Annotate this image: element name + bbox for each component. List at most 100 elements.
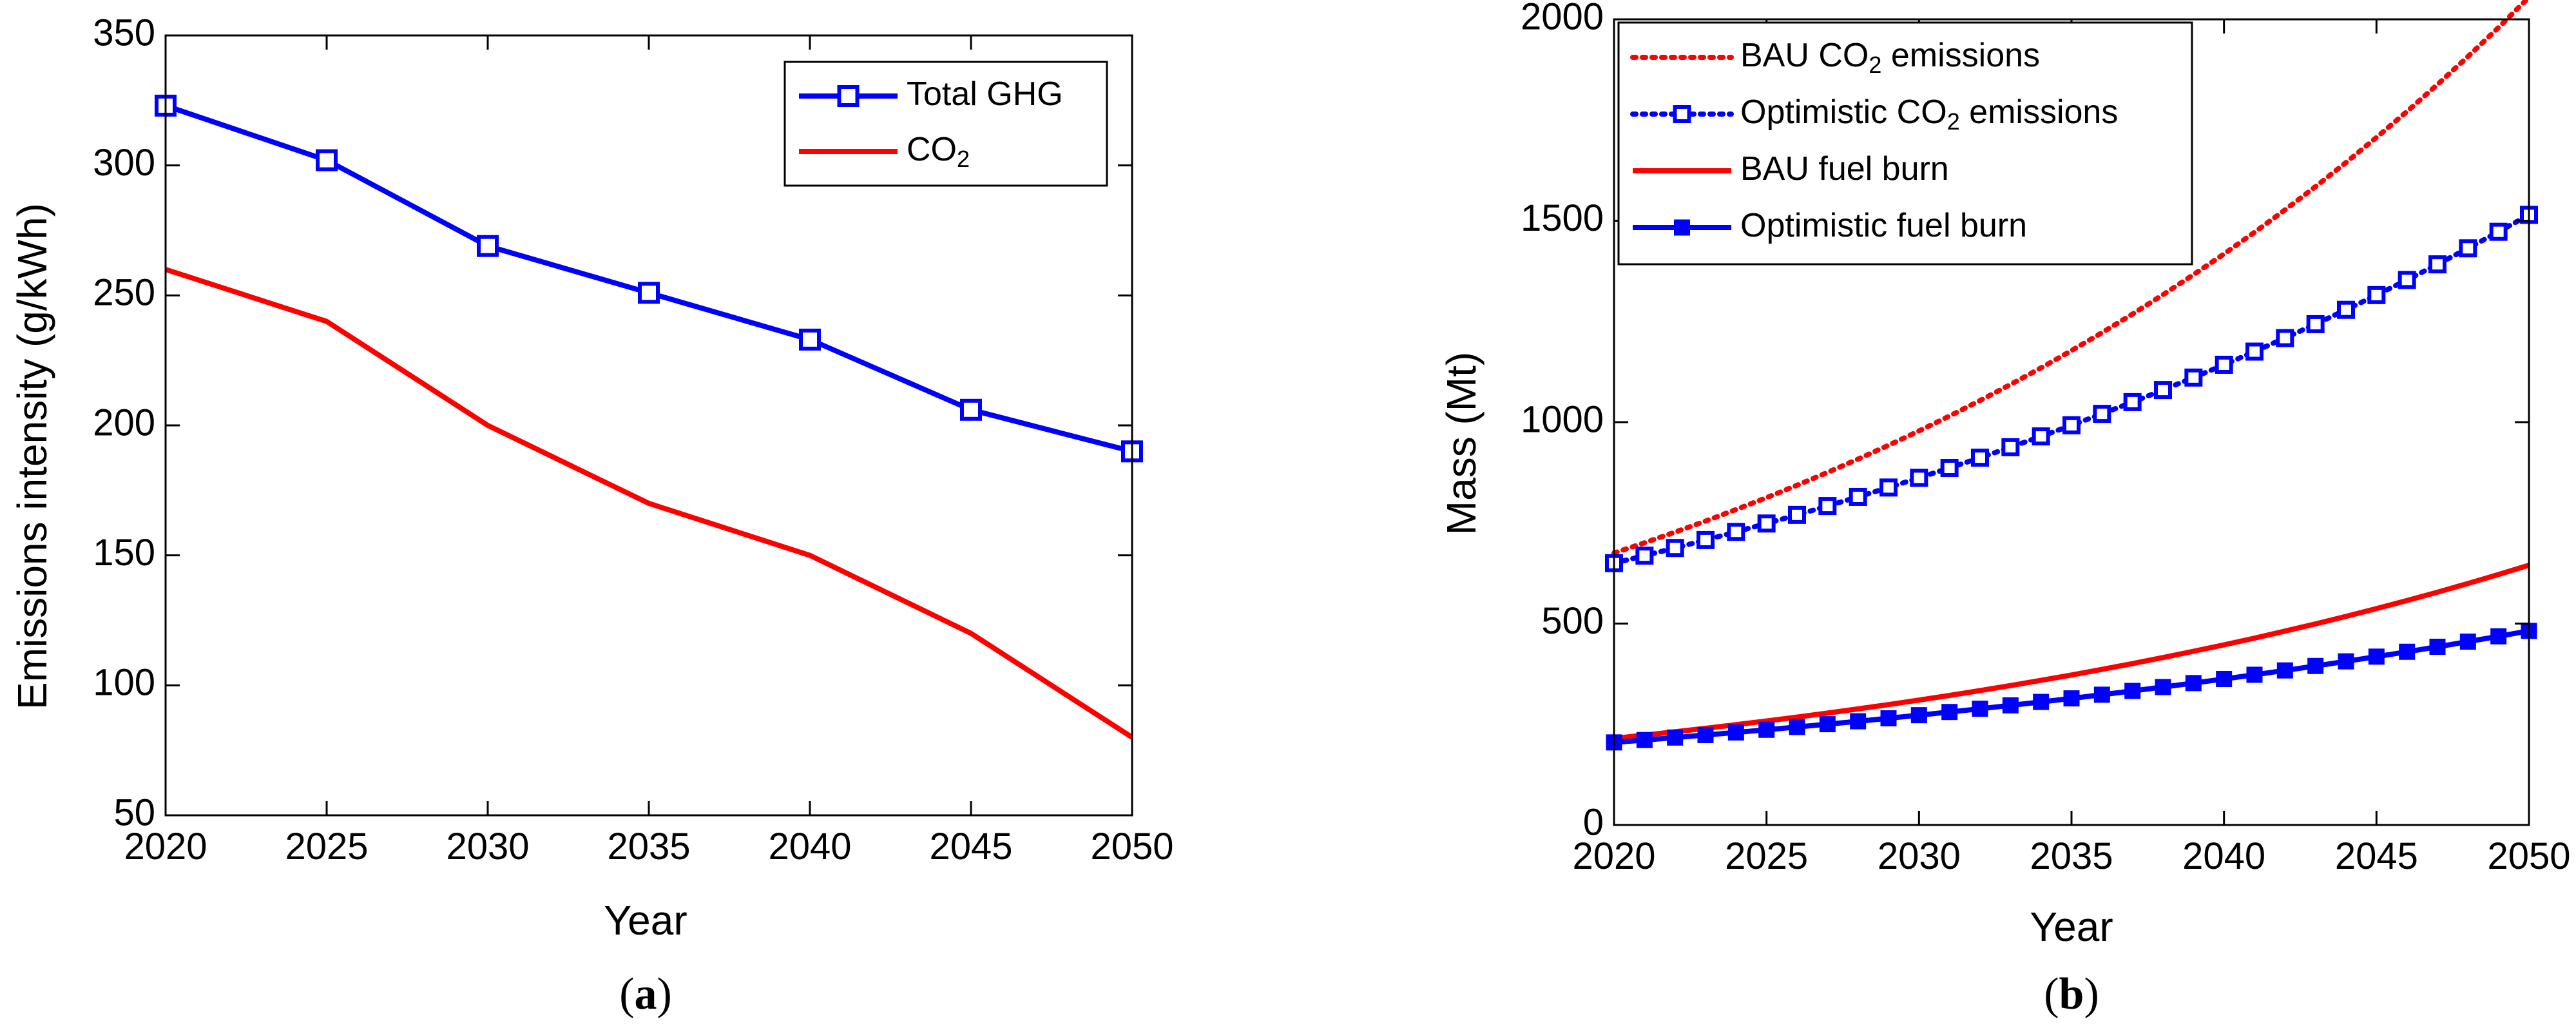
data-point-3-12 <box>1972 701 1988 717</box>
series-line-2 <box>1613 563 2530 741</box>
legend-label-suffix: emissions <box>1960 93 2119 131</box>
panel-b-label-letter: b <box>2059 969 2084 1019</box>
legend-marker-1 <box>1673 105 1691 123</box>
data-point-3-19 <box>2185 675 2202 692</box>
series-line-0 <box>1611 0 2530 556</box>
data-point-0-3 <box>638 282 660 304</box>
data-point-3-22 <box>2276 662 2293 679</box>
data-point-3-9 <box>1880 710 1897 726</box>
data-point-1-6 <box>1788 505 1806 524</box>
data-point-1-20 <box>2215 355 2233 374</box>
legend-label-main: BAU CO <box>1740 37 1869 74</box>
data-point-3-28 <box>2459 633 2476 650</box>
data-point-3-23 <box>2307 657 2324 674</box>
legend-label-0: BAU CO2 emissions <box>1740 37 2040 78</box>
x-tick-label: 2050 <box>1090 826 1173 868</box>
legend-marker-0 <box>837 85 860 107</box>
x-tick-label: 2050 <box>2487 835 2570 877</box>
panel-b-xlabel: Year <box>2030 904 2113 950</box>
y-tick-label: 300 <box>93 142 155 184</box>
data-point-3-4 <box>1727 724 1744 741</box>
data-point-3-1 <box>1636 732 1653 748</box>
data-point-1-23 <box>2306 315 2325 333</box>
data-point-1-27 <box>2428 255 2446 274</box>
data-point-3-17 <box>2124 683 2141 699</box>
x-tick-label: 2020 <box>1572 835 1655 877</box>
data-point-0-5 <box>960 398 982 421</box>
data-point-3-20 <box>2216 670 2233 687</box>
x-tick-label: 2020 <box>124 826 207 868</box>
data-point-1-3 <box>1697 530 1715 549</box>
x-tick-label: 2030 <box>446 826 529 868</box>
data-point-1-26 <box>2398 271 2416 289</box>
data-point-1-12 <box>1971 449 1989 467</box>
data-point-1-21 <box>2245 342 2264 361</box>
legend-label-2: BAU fuel burn <box>1740 150 1949 188</box>
legend-label-suffix: emissions <box>1881 37 2040 74</box>
panel-a-ylabel: Emissions intensity (g/kWh) <box>9 203 55 710</box>
data-point-1-25 <box>2367 286 2386 304</box>
panel-a-xlabel: Year <box>604 897 687 944</box>
data-point-3-11 <box>1941 704 1958 721</box>
panel-a-label-letter: a <box>635 969 657 1019</box>
y-tick-label: 0 <box>1583 801 1604 843</box>
data-point-1-5 <box>1757 514 1776 533</box>
data-point-3-7 <box>1819 716 1836 733</box>
data-point-1-24 <box>2337 300 2355 319</box>
x-tick-label: 2040 <box>768 826 851 868</box>
data-point-3-27 <box>2429 638 2446 655</box>
data-point-3-10 <box>1910 707 1927 724</box>
legend-label-main: BAU fuel burn <box>1740 150 1949 188</box>
data-point-1-10 <box>1910 469 1928 487</box>
series-line-1 <box>1611 212 2532 566</box>
legend-box <box>1617 21 2193 266</box>
data-point-0-1 <box>316 149 338 171</box>
legend-label-subscript: 2 <box>1947 108 1960 135</box>
data-point-1-29 <box>2489 222 2508 241</box>
x-tick-label: 2045 <box>2335 835 2418 877</box>
data-point-3-18 <box>2155 679 2171 695</box>
legend-label-main: Total GHG <box>907 75 1063 113</box>
legend-label-0: Total GHG <box>907 75 1063 113</box>
data-point-3-5 <box>1758 721 1775 738</box>
x-tick-label: 2030 <box>1878 835 1961 877</box>
y-tick-label: 500 <box>1541 600 1604 642</box>
data-point-3-8 <box>1850 713 1867 730</box>
data-point-1-11 <box>1940 459 1959 478</box>
y-tick-label: 100 <box>93 662 155 704</box>
panel-a-chart: 2020 2025 2030 2035 2040 2045 2050 50 100 150 200 2… <box>93 12 1173 868</box>
x-tick-label: 2035 <box>2030 835 2113 877</box>
data-point-3-26 <box>2399 643 2416 660</box>
data-point-1-17 <box>2123 393 2142 411</box>
panel-a-caption-label: (a) <box>619 969 672 1019</box>
data-point-0-4 <box>799 328 821 351</box>
legend-marker-3 <box>1674 219 1690 236</box>
y-tick-label: 1000 <box>1521 398 1604 440</box>
y-tick-label: 50 <box>113 791 155 833</box>
data-point-1-28 <box>2459 239 2477 258</box>
y-tick-label: 200 <box>93 402 155 443</box>
legend-label-main: Optimistic CO <box>1740 93 1947 131</box>
data-point-1-1 <box>1635 547 1654 565</box>
series-line-3 <box>1613 628 2530 745</box>
x-tick-label: 2045 <box>929 826 1012 868</box>
data-point-1-7 <box>1818 497 1837 516</box>
data-point-0-2 <box>477 235 499 257</box>
data-point-3-14 <box>2033 693 2050 710</box>
data-point-1-22 <box>2276 329 2294 347</box>
y-tick-label: 250 <box>93 272 155 314</box>
y-tick-label: 350 <box>93 12 155 53</box>
legend: Total GHG CO2 <box>783 61 1108 187</box>
data-point-1-19 <box>2184 368 2203 387</box>
y-tick-label: 150 <box>93 532 155 574</box>
legend-label-3: Optimistic fuel burn <box>1740 207 2027 244</box>
y-tick-label: 1500 <box>1521 197 1604 239</box>
data-point-1-18 <box>2154 381 2172 400</box>
data-point-3-3 <box>1697 726 1714 743</box>
data-point-3-24 <box>2338 653 2354 670</box>
legend-label-main: Optimistic fuel burn <box>1740 207 2027 244</box>
data-point-1-15 <box>2062 416 2081 434</box>
data-point-3-21 <box>2246 666 2263 683</box>
legend-label-subscript: 2 <box>957 146 970 172</box>
data-point-3-6 <box>1789 719 1805 735</box>
